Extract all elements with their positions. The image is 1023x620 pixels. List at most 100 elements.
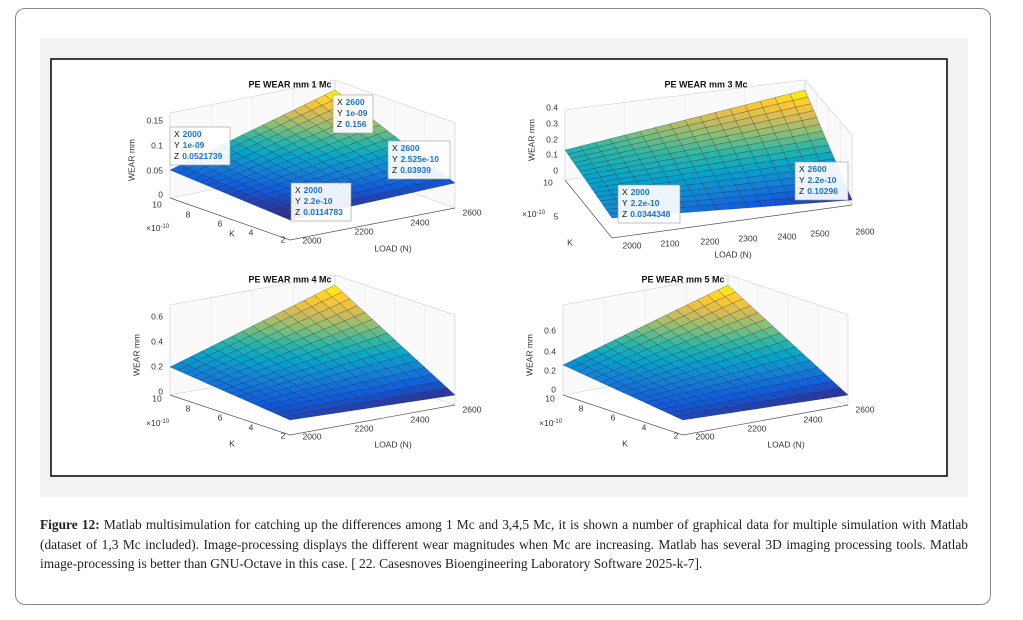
datatip-line: Z 0.10296 bbox=[799, 186, 838, 196]
frame bbox=[15, 8, 991, 605]
z-label: WEAR mm bbox=[524, 334, 534, 376]
datatip-key: Z bbox=[392, 165, 397, 175]
x-tick-label: 2200 bbox=[748, 423, 767, 433]
datatip bbox=[387, 140, 451, 180]
y-tick-label: 10 bbox=[152, 199, 162, 209]
z-tick-label: 0.4 bbox=[546, 102, 558, 112]
datatip-line: Z 0.156 bbox=[337, 119, 367, 129]
y-label: K bbox=[229, 438, 235, 448]
z-tick-label: 0.6 bbox=[151, 311, 163, 321]
datatip-key: Z bbox=[174, 151, 179, 161]
exponent-label: ×10-10 bbox=[522, 209, 546, 219]
y-tick-label: 8 bbox=[579, 403, 584, 413]
x-tick-label: 2200 bbox=[355, 226, 374, 236]
datatip-line: Y 2.2e-10 bbox=[295, 196, 333, 206]
datatip-key: X bbox=[622, 187, 628, 197]
datatip-key: Z bbox=[799, 186, 804, 196]
x-tick-label: 2600 bbox=[856, 226, 875, 236]
plot-title: PE WEAR mm 4 Mc bbox=[248, 274, 331, 284]
datatip-value: 2600 bbox=[808, 164, 827, 174]
datatip-value: 0.156 bbox=[345, 119, 367, 129]
exponent-label: ×10-10 bbox=[539, 418, 563, 428]
datatip-line: X 2600 bbox=[337, 97, 365, 107]
plot-title: PE WEAR mm 3 Mc bbox=[664, 79, 747, 89]
y-tick-label: 10 bbox=[543, 177, 553, 187]
x-tick-label: 2600 bbox=[463, 207, 482, 217]
surface-cell bbox=[743, 200, 763, 209]
x-tick-label: 2100 bbox=[661, 238, 680, 248]
datatip-key: Z bbox=[622, 209, 627, 219]
y-tick-label: 2 bbox=[281, 234, 286, 244]
datatip-key: Y bbox=[174, 140, 180, 150]
z-tick-label: 0.4 bbox=[544, 346, 556, 356]
surface-cell bbox=[713, 203, 733, 211]
z-tick-label: 0.15 bbox=[146, 115, 163, 125]
z-tick-label: 0.1 bbox=[151, 140, 163, 150]
exponent-base: ×10 bbox=[539, 418, 554, 428]
z-tick-label: 0 bbox=[551, 384, 556, 394]
z-tick-label: 0 bbox=[158, 189, 163, 199]
x-tick-label: 2600 bbox=[856, 404, 875, 414]
exponent-power: -10 bbox=[160, 419, 169, 425]
y-label: K bbox=[567, 237, 573, 247]
x-tick-label: 2300 bbox=[739, 233, 758, 243]
exponent-label: ×10-10 bbox=[146, 418, 170, 428]
datatip bbox=[794, 161, 849, 201]
z-tick-label: 0.6 bbox=[544, 325, 556, 335]
datatip-value: 0.0521739 bbox=[182, 151, 222, 161]
exponent-base: ×10 bbox=[522, 209, 537, 219]
datatip-value: 1e-09 bbox=[346, 108, 368, 118]
x-tick-label: 2200 bbox=[701, 236, 720, 246]
datatip-value: 2000 bbox=[631, 187, 650, 197]
floor-edge bbox=[562, 394, 849, 436]
surface-plot: PE WEAR mm 1 Mc WEAR mm LOAD (N) K ×10-10 0.1… bbox=[126, 79, 481, 253]
surface-cell bbox=[773, 198, 793, 206]
y-tick-label: 10 bbox=[152, 393, 162, 403]
x-label: LOAD (N) bbox=[714, 249, 751, 259]
z-label: WEAR mm bbox=[126, 139, 136, 181]
exponent-label: ×10-10 bbox=[146, 223, 170, 233]
datatip-line: X 2600 bbox=[799, 164, 827, 174]
datatip-key: Z bbox=[337, 119, 342, 129]
datatip-key: X bbox=[392, 143, 398, 153]
caption-label: Figure 12: bbox=[40, 517, 100, 532]
datatip-value: 2.2e-10 bbox=[631, 198, 660, 208]
z-tick-label: 0.2 bbox=[544, 365, 556, 375]
datatip-value: 2000 bbox=[183, 129, 202, 139]
x-tick-label: 2000 bbox=[696, 431, 715, 441]
datatip-line: X 2000 bbox=[622, 187, 650, 197]
z-tick-label: 0.4 bbox=[151, 336, 163, 346]
x-tick-label: 2400 bbox=[411, 217, 430, 227]
datatip-key: X bbox=[295, 185, 301, 195]
surface-plot: PE WEAR mm 4 Mc WEAR mm LOAD (N) K ×10-10 0.6… bbox=[131, 274, 481, 449]
exponent-base: ×10 bbox=[146, 418, 161, 428]
datatip-line: Y 1e-09 bbox=[337, 108, 368, 118]
datatip bbox=[290, 182, 352, 222]
x-tick-label: 2500 bbox=[811, 228, 830, 238]
datatip-line: X 2000 bbox=[295, 185, 323, 195]
surface-cell bbox=[281, 414, 301, 421]
y-tick-label: 4 bbox=[249, 227, 254, 237]
surface-plot: PE WEAR mm 3 Mc WEAR mm LOAD (N) K ×10-10 0.4… bbox=[522, 79, 875, 259]
plot-title: PE WEAR mm 1 Mc bbox=[248, 79, 331, 89]
x-tick-label: 2000 bbox=[303, 431, 322, 441]
datatip-value: 2.2e-10 bbox=[304, 196, 333, 206]
x-label: LOAD (N) bbox=[767, 439, 804, 449]
surface-cell bbox=[728, 201, 748, 210]
plot-title: PE WEAR mm 5 Mc bbox=[641, 274, 724, 284]
datatip-value: 2600 bbox=[401, 143, 420, 153]
datatip-line: X 2600 bbox=[392, 143, 420, 153]
datatip bbox=[169, 126, 231, 166]
y-tick-label: 2 bbox=[674, 430, 679, 440]
datatip-key: X bbox=[799, 164, 805, 174]
datatip-key: X bbox=[174, 129, 180, 139]
y-label: K bbox=[622, 438, 628, 448]
datatip-value: 2000 bbox=[304, 185, 323, 195]
datatip-value: 0.03939 bbox=[400, 165, 431, 175]
datatip-value: 2.525e-10 bbox=[401, 154, 440, 164]
datatip-key: Y bbox=[392, 154, 398, 164]
y-tick-label: 6 bbox=[611, 412, 616, 422]
datatip-line: Y 2.525e-10 bbox=[392, 154, 439, 164]
z-tick-label: 0.2 bbox=[151, 361, 163, 371]
